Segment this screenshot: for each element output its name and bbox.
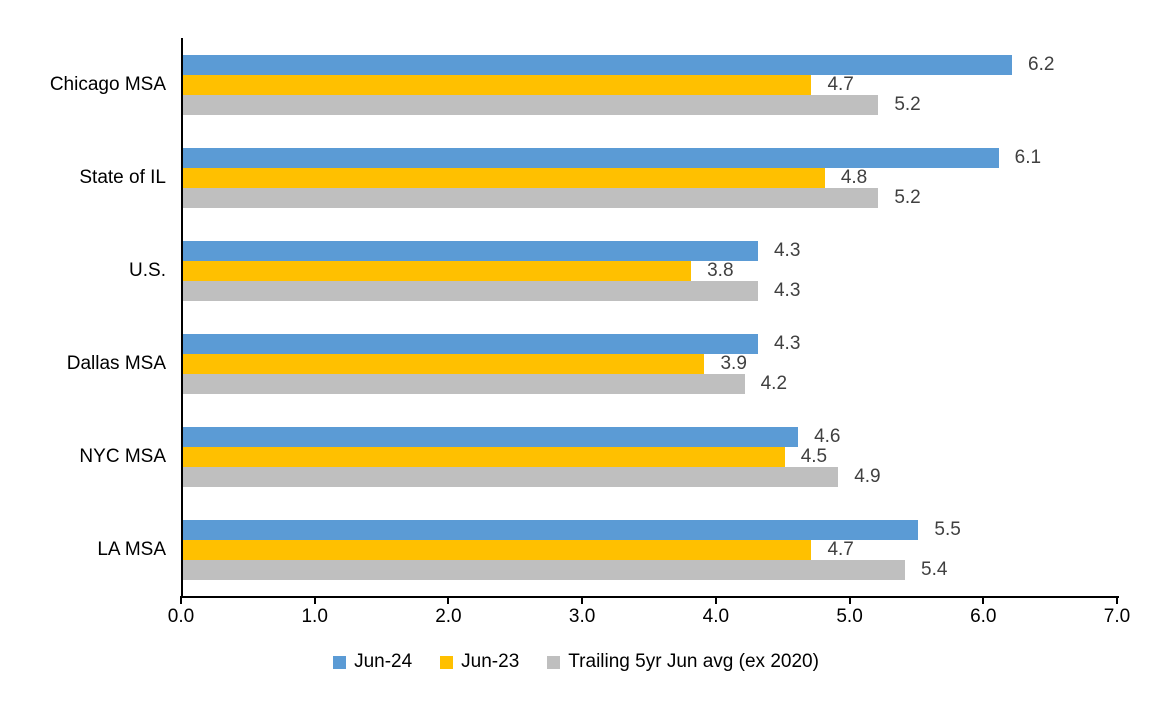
bar-trailing-5yr-jun-avg-ex-2020-chicago-msa (183, 94, 879, 115)
bar-jun-23-nyc-msa (183, 446, 785, 467)
x-axis-tick-label: 4.0 (702, 606, 730, 627)
category-label-chicago-msa: Chicago MSA (49, 73, 166, 95)
legend-label: Jun-24 (354, 651, 413, 672)
bar-value-label: 6.2 (1028, 53, 1055, 75)
bar-trailing-5yr-jun-avg-ex-2020-la-msa (183, 559, 906, 580)
x-axis-tick (848, 596, 851, 604)
x-axis-tick-label: 6.0 (970, 606, 997, 627)
legend: Jun-24 Jun-23 Trailing 5yr Jun avg (ex 202… (0, 649, 1152, 675)
bar-jun-24-nyc-msa (183, 426, 799, 447)
bar-value-label: 6.1 (1014, 146, 1042, 168)
legend-item-trailing-5yr-jun-avg-ex-2020: Trailing 5yr Jun avg (ex 2020) (547, 651, 819, 673)
bar-trailing-5yr-jun-avg-ex-2020-state-of-il (183, 187, 879, 208)
bar-value-label: 4.5 (800, 445, 828, 467)
category-label-la-msa: LA MSA (97, 538, 166, 560)
category-label-state-of-il: State of IL (79, 166, 166, 188)
legend-label: Jun-23 (461, 651, 520, 672)
bar-jun-24-la-msa (183, 519, 919, 540)
bar-jun-23-dallas-msa (183, 353, 705, 374)
bar-value-label: 5.5 (934, 518, 961, 540)
x-axis-tick-label: 3.0 (568, 606, 596, 627)
bar-value-label: 4.3 (773, 239, 801, 261)
bar-jun-23-u-s (183, 260, 692, 281)
bar-trailing-5yr-jun-avg-ex-2020-nyc-msa (183, 466, 839, 487)
bar-jun-24-u-s (183, 240, 758, 261)
legend-item-jun-24: Jun-24 (333, 651, 412, 673)
bar-value-label: 5.2 (894, 186, 921, 208)
x-axis-tick (180, 596, 182, 604)
x-axis-tick (581, 596, 584, 604)
category-label-nyc-msa: NYC MSA (79, 445, 166, 467)
x-axis-tick (982, 596, 985, 604)
bar-value-label: 4.7 (827, 73, 854, 95)
bar-value-label: 5.4 (921, 558, 948, 580)
bar-value-label: 4.8 (840, 166, 868, 188)
bar-value-label: 3.8 (707, 259, 734, 281)
legend-swatch-trailing-5yr-jun-avg-ex-2020 (547, 655, 561, 669)
bar-jun-23-state-of-il (183, 167, 825, 188)
category-label-u-s: U.S. (129, 259, 166, 281)
category-label-dallas-msa: Dallas MSA (66, 352, 166, 374)
x-axis-tick-label: 0.0 (167, 606, 195, 627)
x-axis-tick (1116, 596, 1118, 604)
legend-swatch-jun-23 (440, 655, 454, 669)
legend-swatch-jun-24 (333, 655, 347, 669)
bar-jun-24-chicago-msa (183, 54, 1013, 75)
bar-value-label: 4.9 (854, 465, 881, 487)
bar-trailing-5yr-jun-avg-ex-2020-u-s (183, 280, 758, 301)
bar-value-label: 4.7 (827, 538, 854, 560)
legend-label: Trailing 5yr Jun avg (ex 2020) (568, 651, 819, 672)
x-axis-tick (447, 596, 450, 604)
bar-trailing-5yr-jun-avg-ex-2020-dallas-msa (183, 373, 745, 394)
x-axis-tick-label: 5.0 (836, 606, 863, 627)
plot-area: 6.2 4.7 5.2 6.1 4.8 5.2 4.3 3.8 4.3 4.3 3.9 4.2 4.6 4… (181, 38, 1119, 598)
bar-value-label: 4.2 (760, 372, 788, 394)
bar-jun-24-state-of-il (183, 147, 999, 168)
bar-value-label: 4.6 (814, 425, 841, 447)
x-axis-tick-label: 2.0 (435, 606, 462, 627)
x-axis-tick (714, 596, 717, 604)
x-axis-tick (313, 596, 316, 604)
bar-value-label: 3.9 (720, 352, 747, 374)
bar-value-label: 4.3 (773, 332, 801, 354)
bar-value-label: 4.3 (773, 279, 801, 301)
bar-jun-23-la-msa (183, 539, 812, 560)
legend-item-jun-23: Jun-23 (440, 651, 519, 673)
bar-jun-23-chicago-msa (183, 74, 812, 95)
x-axis-tick-label: 7.0 (1103, 606, 1131, 627)
bar-value-label: 5.2 (894, 93, 921, 115)
x-axis-tick-label: 1.0 (301, 606, 328, 627)
bar-jun-24-dallas-msa (183, 333, 758, 354)
